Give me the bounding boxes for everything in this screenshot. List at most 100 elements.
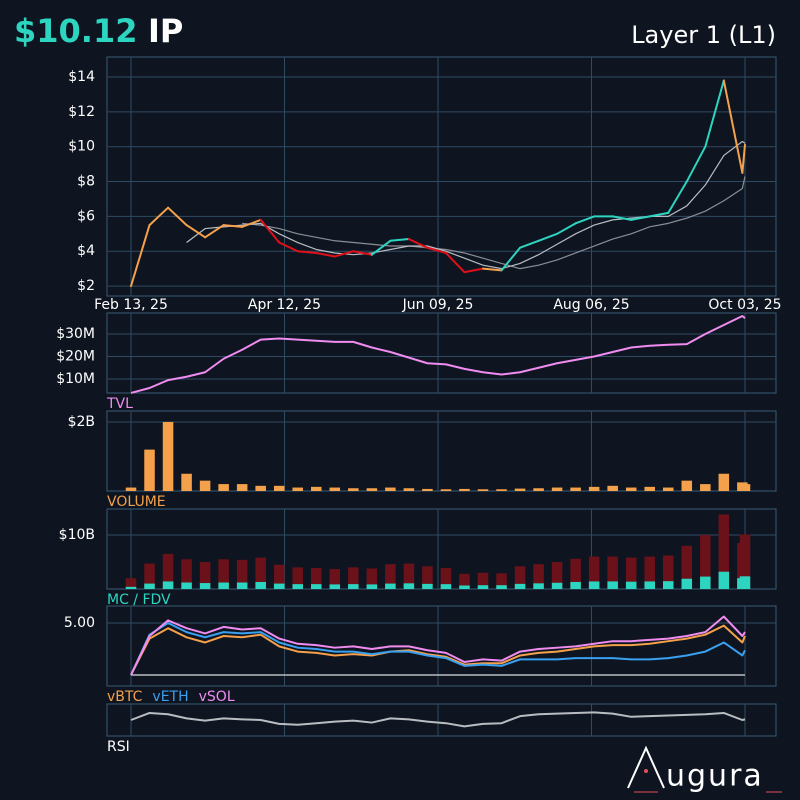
bar <box>292 584 303 589</box>
price-segment <box>463 267 484 274</box>
price-segment <box>278 241 299 253</box>
bar <box>496 489 507 491</box>
x-tick-label: Aug 06, 25 <box>553 297 629 313</box>
bar <box>644 581 655 589</box>
bar <box>144 449 155 491</box>
bar <box>459 573 470 589</box>
bar <box>459 585 470 589</box>
price-segment <box>241 218 262 228</box>
category: Layer 1 (L1) <box>631 21 776 49</box>
panel-label: MC / FDV <box>107 592 171 608</box>
price-segment <box>426 246 447 254</box>
panel-frame <box>106 312 777 394</box>
series-line <box>130 624 746 676</box>
logo-mark <box>627 745 665 789</box>
bar <box>292 567 303 589</box>
price-segment <box>370 239 392 256</box>
price-segment <box>741 143 746 174</box>
price-segment <box>185 224 207 239</box>
price-segment <box>537 232 559 242</box>
bar <box>607 556 618 589</box>
price-segment <box>444 251 466 274</box>
bar <box>625 487 637 491</box>
bar <box>440 489 452 491</box>
bar <box>700 484 711 491</box>
bar <box>236 484 248 491</box>
panel-frame <box>106 56 777 297</box>
legend-entry: vBTC <box>107 689 143 705</box>
bar <box>310 567 322 589</box>
bar <box>181 582 192 589</box>
y-tick-label: $10 <box>68 139 95 155</box>
bar <box>348 567 359 589</box>
bar <box>588 486 600 491</box>
bar <box>329 584 341 589</box>
bar <box>440 567 452 589</box>
bar <box>255 485 266 491</box>
bar <box>366 568 378 589</box>
bar <box>514 488 526 491</box>
logo-dot <box>644 769 648 773</box>
price-segment <box>667 180 688 214</box>
y-tick-label: $4 <box>77 243 95 259</box>
bar <box>422 566 433 589</box>
price-segment <box>259 218 281 244</box>
bar <box>422 488 433 491</box>
y-tick-label: $8 <box>77 174 95 190</box>
bar <box>162 422 174 491</box>
y-tick-label: $10M <box>56 371 95 387</box>
bar <box>570 487 581 491</box>
series-line <box>130 615 746 676</box>
bar <box>403 563 415 589</box>
series-line <box>186 140 746 270</box>
series-line <box>130 314 746 394</box>
price-segment <box>500 246 522 272</box>
y-tick-label: $30M <box>56 326 95 342</box>
bar <box>403 488 415 491</box>
price-segment <box>407 238 429 249</box>
legend-entry: vETH <box>152 689 188 705</box>
bar <box>662 487 674 491</box>
bar <box>329 569 341 589</box>
panel-label: VOLUME <box>107 494 166 510</box>
y-tick-label: $2B <box>68 414 95 430</box>
bar <box>310 486 322 491</box>
bar <box>218 582 229 589</box>
bar <box>236 559 248 589</box>
bar <box>588 556 600 589</box>
bar <box>625 581 637 589</box>
price-segment <box>389 238 410 242</box>
bar <box>125 586 137 589</box>
bar <box>292 487 303 491</box>
y-tick-label: $20M <box>56 348 95 364</box>
y-tick-label: $10B <box>59 527 95 543</box>
bar <box>477 572 489 589</box>
bar <box>570 581 581 589</box>
y-tick-label: $12 <box>68 104 95 120</box>
bar <box>514 566 526 589</box>
bar <box>125 578 137 589</box>
bar <box>533 488 544 491</box>
bar <box>403 583 415 589</box>
price-segment <box>574 215 596 225</box>
panel-frame <box>106 410 777 492</box>
bar <box>533 564 544 589</box>
bar <box>625 557 637 589</box>
panel-label: TVL <box>106 396 133 412</box>
bar <box>348 584 359 589</box>
bar <box>385 564 396 589</box>
bar <box>496 585 507 589</box>
bar <box>700 534 711 589</box>
bar <box>273 564 285 589</box>
bar <box>348 488 359 491</box>
price-segment <box>333 250 355 258</box>
bar <box>681 578 693 589</box>
bar <box>329 487 341 491</box>
price-segment <box>685 145 707 183</box>
bar <box>255 581 266 589</box>
panel-label: RSI <box>107 739 130 755</box>
y-tick-label: $6 <box>77 208 95 224</box>
x-tick-label: Jun 09, 25 <box>402 297 474 313</box>
bar <box>181 473 192 491</box>
